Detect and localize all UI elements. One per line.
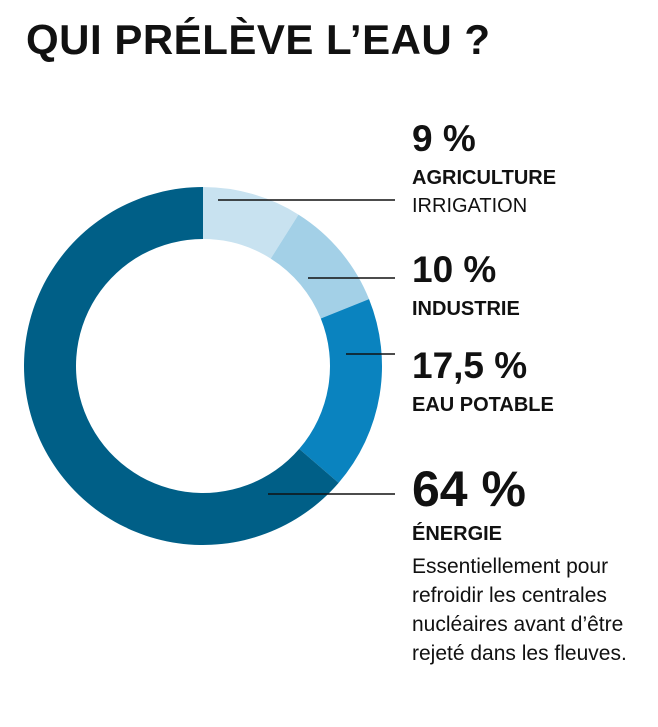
category-energie: ÉNERGIE	[412, 523, 503, 545]
percent-energie: 64 %	[412, 461, 526, 517]
percent-eau-potable: 17,5 %	[412, 345, 528, 386]
description-energie: Essentiellement pour refroidir les centr…	[412, 555, 627, 665]
donut-slice-4	[23, 187, 339, 545]
percent-industrie: 10 %	[412, 249, 497, 290]
label-agriculture: 9 % AGRICULTURE IRRIGATION	[412, 118, 556, 218]
label-industrie: 10 % INDUSTRIE	[412, 249, 520, 321]
label-eau-potable: 17,5 % EAU POTABLE	[412, 345, 554, 417]
donut-slice-3	[299, 299, 382, 483]
category-industrie: INDUSTRIE	[412, 298, 520, 320]
chart-title: QUI PRÉLÈVE L’EAU ?	[26, 16, 491, 63]
percent-agriculture: 9 %	[412, 118, 476, 159]
donut-slice-1	[203, 187, 299, 259]
category-eau-potable: EAU POTABLE	[412, 394, 554, 416]
category-agriculture: AGRICULTURE	[412, 167, 557, 189]
label-energie: 64 % ÉNERGIE Essentiellement pour refroi…	[412, 462, 652, 668]
donut-slice-2	[270, 214, 370, 319]
sublabel-irrigation: IRRIGATION	[412, 195, 528, 217]
